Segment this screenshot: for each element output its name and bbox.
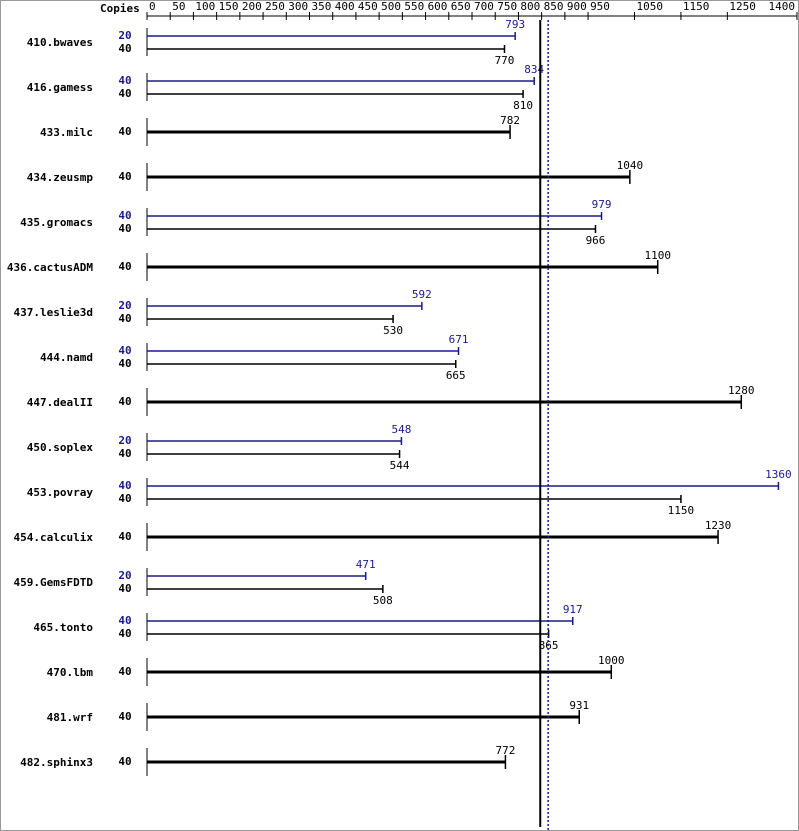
benchmark-label: 410.bwaves: [27, 36, 93, 49]
copies-label: 40: [118, 447, 131, 460]
x-tick-label: 50: [172, 0, 185, 13]
value-label: 530: [383, 324, 403, 337]
value-label: 1360: [765, 468, 792, 481]
copies-label: 40: [118, 395, 131, 408]
x-tick-label: 650: [451, 0, 471, 13]
copies-label: 40: [118, 209, 131, 222]
value-label: 782: [500, 114, 520, 127]
copies-label: 40: [118, 614, 131, 627]
copies-label: 40: [118, 125, 131, 138]
value-label: 966: [586, 234, 606, 247]
x-tick-label: 250: [265, 0, 285, 13]
copies-label: 40: [118, 260, 131, 273]
benchmark-label: 434.zeusmp: [27, 171, 94, 184]
x-tick-label: 450: [358, 0, 378, 13]
x-tick-label: 1400: [769, 0, 796, 13]
value-label: 1280: [728, 384, 755, 397]
benchmark-label: 450.soplex: [27, 441, 94, 454]
benchmark-label: 435.gromacs: [20, 216, 93, 229]
value-label: 793: [505, 18, 525, 31]
benchmark-label: 465.tonto: [33, 621, 93, 634]
value-label: 1150: [668, 504, 695, 517]
value-label: 770: [495, 54, 515, 67]
value-label: 979: [592, 198, 612, 211]
benchmark-label: 453.povray: [27, 486, 94, 499]
value-label: 544: [390, 459, 410, 472]
x-tick-label: 0: [149, 0, 156, 13]
value-label: 671: [449, 333, 469, 346]
benchmark-label: 447.dealII: [27, 396, 93, 409]
value-label: 548: [391, 423, 411, 436]
copies-label: 40: [118, 222, 131, 235]
value-label: 508: [373, 594, 393, 607]
benchmark-label: 416.gamess: [27, 81, 93, 94]
copies-label: 40: [118, 710, 131, 723]
value-label: 1040: [617, 159, 644, 172]
benchmark-label: 437.leslie3d: [14, 306, 93, 319]
copies-label: 40: [118, 170, 131, 183]
copies-label: 40: [118, 74, 131, 87]
benchmark-label: 459.GemsFDTD: [14, 576, 94, 589]
x-tick-label: 100: [195, 0, 215, 13]
value-label: 772: [495, 744, 515, 757]
copies-label: 40: [118, 492, 131, 505]
value-label: 592: [412, 288, 432, 301]
x-tick-label: 1150: [683, 0, 710, 13]
copies-label: 40: [118, 87, 131, 100]
copies-label: 40: [118, 42, 131, 55]
benchmark-label: 444.namd: [40, 351, 93, 364]
copies-label: 40: [118, 582, 131, 595]
copies-header: Copies: [100, 2, 140, 15]
copies-label: 20: [118, 434, 131, 447]
x-tick-label: 900: [567, 0, 587, 13]
x-tick-label: 700: [474, 0, 494, 13]
x-tick-label: 350: [312, 0, 332, 13]
x-tick-label: 400: [335, 0, 355, 13]
benchmark-label: 433.milc: [40, 126, 93, 139]
copies-label: 40: [118, 627, 131, 640]
copies-label: 20: [118, 569, 131, 582]
benchmark-label: 470.lbm: [47, 666, 94, 679]
value-label: 917: [563, 603, 583, 616]
copies-label: 40: [118, 665, 131, 678]
copies-label: 40: [118, 755, 131, 768]
copies-label: 20: [118, 29, 131, 42]
x-tick-label: 850: [544, 0, 564, 13]
x-tick-label: 200: [242, 0, 262, 13]
copies-label: 40: [118, 312, 131, 325]
value-label: 810: [513, 99, 533, 112]
copies-label: 40: [118, 357, 131, 370]
value-label: 1230: [705, 519, 732, 532]
benchmark-label: 481.wrf: [47, 711, 93, 724]
x-tick-label: 150: [219, 0, 239, 13]
value-label: 1000: [598, 654, 625, 667]
benchmark-label: 482.sphinx3: [20, 756, 93, 769]
value-label: 1100: [644, 249, 671, 262]
value-label: 665: [446, 369, 466, 382]
x-tick-label: 600: [428, 0, 448, 13]
x-tick-label: 800: [520, 0, 540, 13]
x-tick-label: 300: [288, 0, 308, 13]
x-tick-label: 1250: [729, 0, 756, 13]
x-tick-label: 950: [590, 0, 610, 13]
x-tick-label: 1050: [637, 0, 664, 13]
copies-label: 40: [118, 344, 131, 357]
x-tick-label: 550: [404, 0, 424, 13]
copies-label: 20: [118, 299, 131, 312]
copies-label: 40: [118, 479, 131, 492]
value-label: 931: [569, 699, 589, 712]
value-label: 834: [524, 63, 544, 76]
x-tick-label: 750: [497, 0, 517, 13]
benchmark-label: 454.calculix: [14, 531, 94, 544]
x-tick-label: 500: [381, 0, 401, 13]
copies-label: 40: [118, 530, 131, 543]
value-label: 471: [356, 558, 376, 571]
benchmark-label: 436.cactusADM: [7, 261, 93, 274]
